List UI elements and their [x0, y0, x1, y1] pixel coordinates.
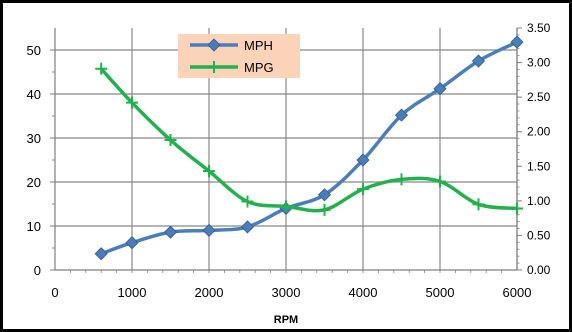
x-tick-label: 6000 — [503, 285, 532, 300]
x-tick-label: 3000 — [272, 285, 301, 300]
right-y-tick-label: 0.00 — [527, 263, 551, 277]
data-point-mpg — [472, 198, 485, 211]
data-point-mpg — [126, 96, 138, 109]
left-y-tick-label: 30 — [27, 131, 41, 146]
left-y-tick-label: 10 — [27, 219, 41, 234]
x-axis-ticks: 0 1000 2000 3000 4000 5000 6000 — [51, 285, 531, 300]
right-y-axis-ticks: 0.00 0.50 1.00 1.50 2.00 2.50 3.00 3.50 — [527, 21, 551, 277]
data-point-mph — [433, 82, 447, 96]
x-tick-label: 0 — [51, 285, 58, 300]
legend-marker-mpg — [208, 61, 220, 73]
data-point-mph — [317, 188, 332, 202]
data-point-mpg — [95, 62, 108, 75]
data-point-mpg — [241, 195, 254, 208]
legend-label-mpg: MPG — [244, 60, 274, 75]
data-point-mph — [394, 108, 409, 122]
legend-box — [178, 34, 300, 78]
right-y-tick-label: 2.50 — [527, 90, 551, 104]
right-y-tick-label: 1.50 — [527, 159, 551, 173]
x-axis-label: RPM — [274, 314, 298, 326]
legend: MPH MPG — [178, 34, 300, 78]
legend-marker-mph — [207, 38, 221, 52]
axes — [50, 27, 522, 273]
data-point-mpg — [164, 134, 177, 147]
data-point-mph — [163, 225, 178, 239]
series-mpg — [95, 62, 523, 216]
left-y-tick-label: 20 — [27, 175, 41, 190]
data-point-mph — [356, 153, 370, 167]
legend-label-mph: MPH — [244, 38, 273, 53]
left-y-tick-label: 40 — [27, 87, 41, 102]
data-point-mph — [125, 236, 139, 250]
right-y-tick-label: 3.00 — [527, 56, 551, 70]
data-point-mpg — [203, 165, 215, 178]
x-tick-label: 5000 — [426, 285, 455, 300]
data-point-mph — [94, 247, 108, 261]
left-y-tick-label: 50 — [27, 43, 41, 58]
data-point-mph — [471, 54, 486, 68]
series-line-mpg — [99, 67, 519, 213]
right-y-tick-label: 0.50 — [527, 228, 551, 242]
data-point-mpg — [434, 175, 446, 188]
series-layer — [94, 35, 524, 261]
data-point-mph — [240, 220, 255, 234]
right-y-tick-label: 1.00 — [527, 194, 551, 208]
data-point-mph — [510, 35, 524, 49]
right-y-tick-label: 2.00 — [527, 125, 551, 139]
left-y-tick-label: 0 — [34, 263, 41, 278]
right-y-tick-label: 3.50 — [527, 21, 551, 35]
x-tick-label: 2000 — [195, 285, 224, 300]
data-point-mpg — [357, 183, 369, 196]
data-point-mpg — [280, 200, 292, 213]
data-point-mpg — [318, 203, 331, 216]
x-tick-label: 1000 — [118, 285, 147, 300]
data-point-mph — [202, 223, 216, 237]
left-y-axis-ticks: 0 10 20 30 40 50 — [27, 43, 41, 278]
data-point-mpg — [395, 173, 408, 186]
data-point-mpg — [511, 202, 523, 215]
x-tick-label: 4000 — [349, 285, 378, 300]
